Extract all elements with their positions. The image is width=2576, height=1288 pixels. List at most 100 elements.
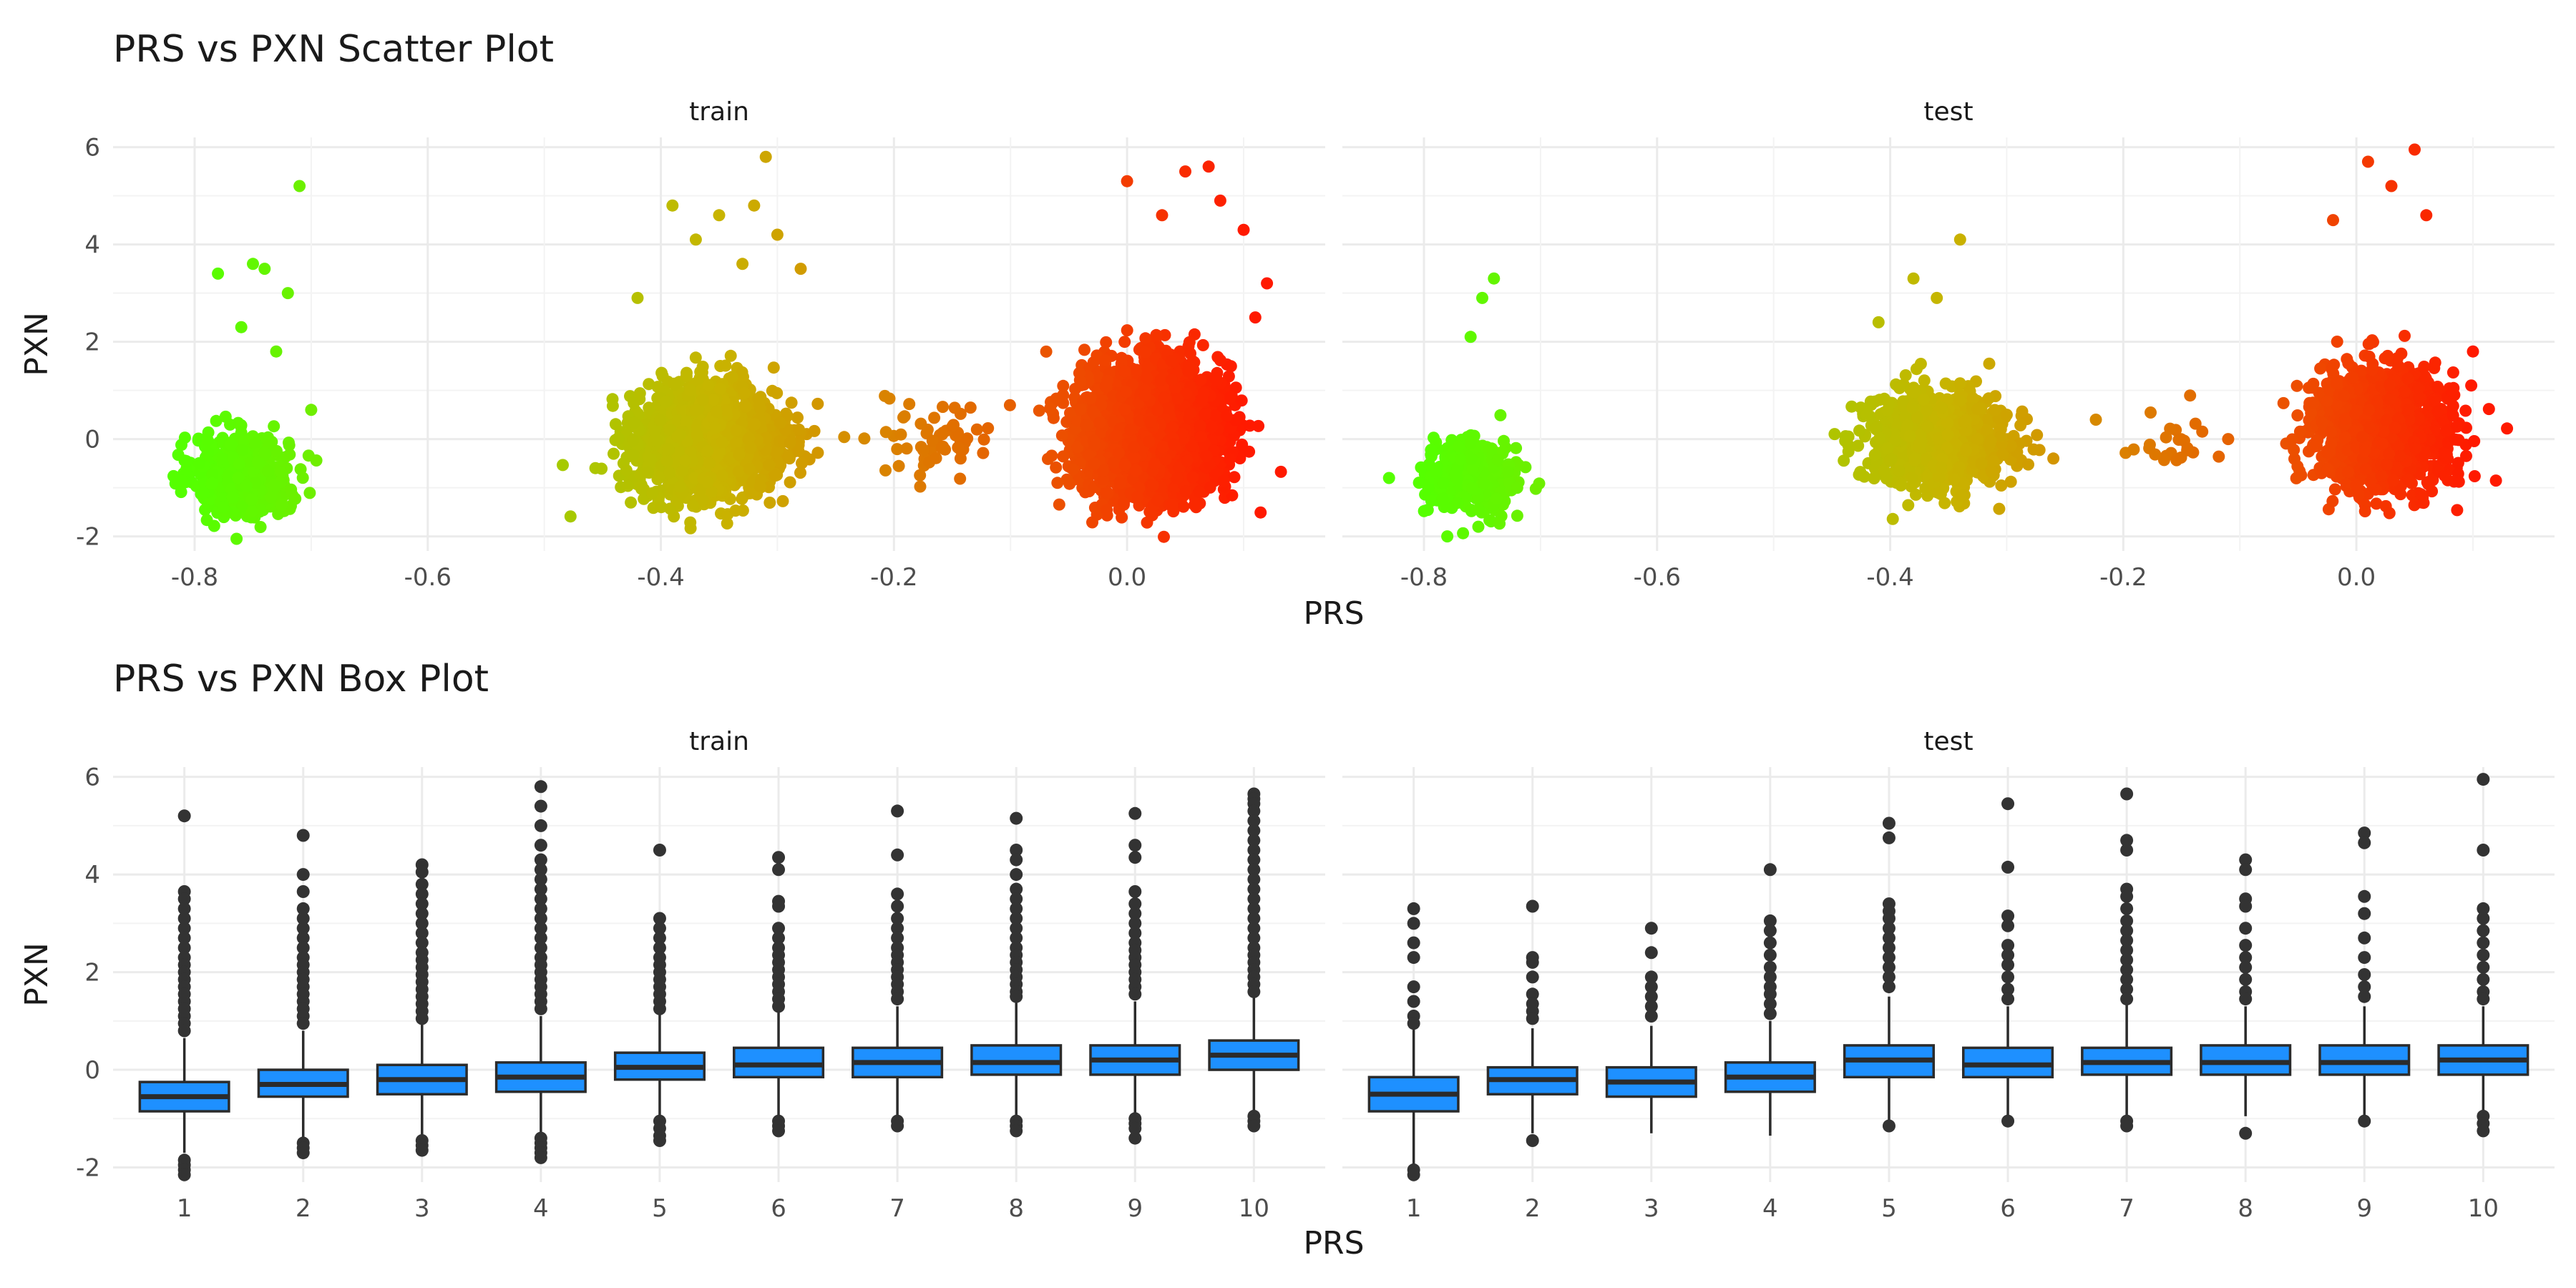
- x-tick-label: -0.4: [637, 563, 684, 592]
- data-point: [625, 496, 638, 509]
- x-tick-label: -0.8: [171, 563, 218, 592]
- data-point: [1139, 332, 1152, 345]
- data-point: [1101, 487, 1114, 499]
- data-point: [917, 444, 930, 457]
- data-point: [1044, 402, 1057, 415]
- data-point: [628, 449, 640, 462]
- data-point: [952, 441, 965, 454]
- data-point: [719, 359, 732, 372]
- data-point: [620, 464, 633, 477]
- data-point: [914, 417, 927, 430]
- data-point: [633, 387, 646, 400]
- data-point: [680, 415, 693, 428]
- data-point: [701, 445, 714, 457]
- data-point: [1099, 354, 1112, 367]
- data-point: [222, 470, 235, 482]
- data-point: [1053, 498, 1065, 511]
- data-point: [305, 404, 318, 416]
- data-point: [1115, 351, 1128, 364]
- data-point: [655, 501, 668, 514]
- data-point: [1100, 336, 1113, 348]
- data-point: [710, 406, 723, 418]
- data-point: [763, 497, 776, 509]
- data-point: [926, 434, 939, 447]
- data-point: [206, 468, 219, 481]
- data-point: [646, 487, 659, 499]
- data-point: [225, 482, 238, 495]
- data-point: [264, 491, 277, 504]
- data-point: [676, 464, 689, 477]
- data-point: [650, 434, 663, 447]
- data-point: [258, 447, 271, 459]
- data-point: [702, 379, 715, 391]
- data-point: [730, 424, 743, 436]
- data-point: [738, 387, 751, 399]
- data-point: [970, 423, 983, 436]
- data-point: [608, 447, 620, 460]
- data-point: [692, 403, 705, 416]
- data-point: [733, 449, 746, 462]
- data-point: [660, 455, 673, 468]
- data-point: [595, 462, 608, 475]
- data-point: [1224, 360, 1237, 373]
- data-point: [253, 457, 265, 469]
- data-point: [947, 419, 960, 431]
- data-point: [792, 444, 805, 457]
- data-point: [217, 501, 230, 513]
- data-point: [701, 476, 714, 489]
- data-point: [201, 434, 214, 447]
- data-point: [794, 467, 806, 479]
- data-point: [679, 454, 692, 467]
- data-point: [1194, 374, 1207, 386]
- data-point: [753, 480, 766, 493]
- data-point: [557, 459, 569, 472]
- data-point: [935, 441, 948, 454]
- data-point: [977, 447, 990, 459]
- data-point: [891, 443, 904, 456]
- data-point: [1085, 391, 1098, 404]
- data-point: [771, 444, 784, 457]
- data-point: [748, 199, 761, 212]
- data-point: [219, 410, 232, 423]
- data-point: [176, 474, 189, 487]
- data-point: [954, 452, 967, 465]
- y-tick-label: 2: [84, 328, 100, 357]
- data-point: [180, 454, 192, 467]
- data-point: [1214, 354, 1226, 366]
- data-point: [903, 398, 916, 411]
- data-point: [1184, 347, 1196, 360]
- data-point: [892, 459, 905, 472]
- data-point: [1224, 453, 1236, 466]
- data-point: [199, 504, 212, 516]
- data-point: [612, 431, 625, 444]
- data-point: [687, 499, 699, 512]
- data-point: [730, 436, 742, 449]
- y-tick-label: 4: [84, 231, 100, 260]
- data-point: [759, 150, 772, 163]
- data-point: [662, 442, 675, 455]
- data-point: [744, 441, 757, 454]
- data-point: [648, 424, 661, 437]
- data-point: [936, 428, 949, 441]
- data-point: [894, 428, 907, 441]
- y-tick-label: 6: [84, 134, 100, 162]
- data-point: [192, 457, 205, 469]
- data-point: [858, 432, 871, 445]
- data-point: [716, 436, 728, 449]
- data-point: [201, 447, 214, 459]
- data-point: [1003, 399, 1016, 411]
- data-point: [673, 480, 686, 493]
- data-point: [236, 444, 249, 457]
- data-point: [743, 432, 756, 445]
- data-point: [1067, 463, 1080, 476]
- data-point: [1194, 419, 1206, 432]
- data-point: [200, 514, 213, 527]
- data-point: [914, 480, 927, 493]
- data-point: [1040, 345, 1053, 358]
- data-point: [948, 401, 961, 414]
- data-point: [748, 418, 761, 431]
- data-point: [793, 423, 805, 436]
- data-point: [1196, 338, 1209, 351]
- data-point: [232, 472, 245, 484]
- data-point: [752, 392, 765, 405]
